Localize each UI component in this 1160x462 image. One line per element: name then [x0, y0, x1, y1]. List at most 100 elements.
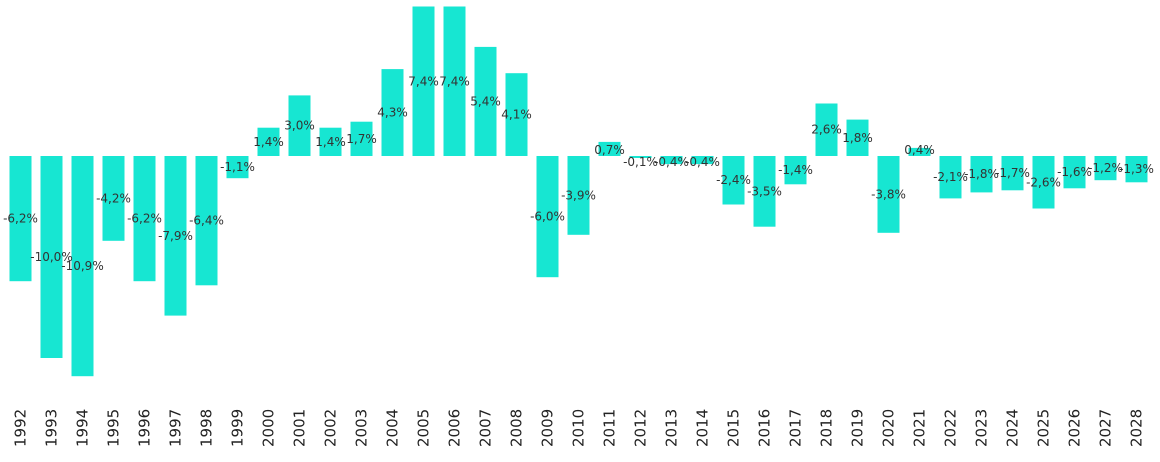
- data-label-2021: 0,4%: [904, 143, 935, 157]
- x-tick-2001: 2001: [291, 409, 309, 447]
- bar-2007: [474, 46, 497, 156]
- bar-1997: [164, 156, 187, 316]
- bar-2004: [381, 69, 404, 156]
- x-tick-2023: 2023: [973, 409, 991, 447]
- data-label-2019: 1,8%: [842, 131, 873, 145]
- x-tick-1999: 1999: [229, 409, 247, 447]
- x-tick-2027: 2027: [1097, 409, 1115, 447]
- data-label-2024: -1,7%: [995, 166, 1030, 180]
- x-tick-2003: 2003: [353, 409, 371, 447]
- x-tick-2011: 2011: [601, 409, 619, 447]
- data-label-1999: -1,1%: [220, 160, 255, 174]
- data-label-1993: -10,0%: [30, 250, 72, 264]
- x-tick-2018: 2018: [818, 409, 836, 447]
- bar-2002: [319, 127, 342, 156]
- bar-2021: [908, 147, 931, 156]
- bar-labels-group: -6,2% -10,0%-10,9% -4,2% -6,2% -7,9%-6,4% -1,…: [3, 74, 1154, 273]
- data-label-2003: 1,7%: [346, 132, 377, 146]
- data-label-2014: -0,4%: [685, 155, 720, 169]
- data-label-1995: -4,2%: [96, 191, 131, 205]
- x-tick-2012: 2012: [632, 409, 650, 447]
- bar-2028: [1125, 156, 1148, 183]
- x-tick-2006: 2006: [446, 409, 464, 447]
- data-label-2020: -3,8%: [871, 187, 906, 201]
- bar-2012: [629, 156, 652, 158]
- x-tick-2002: 2002: [322, 409, 340, 447]
- x-tick-1993: 1993: [43, 409, 61, 447]
- x-tick-2025: 2025: [1035, 409, 1053, 447]
- bar-2011: [598, 141, 621, 156]
- data-label-2004: 4,3%: [377, 106, 408, 120]
- data-label-2012: -0,1%: [623, 155, 658, 169]
- data-label-2027: -1,2%: [1088, 161, 1123, 175]
- data-label-2006: 7,4%: [439, 74, 470, 88]
- bar-2000: [257, 127, 280, 156]
- bar-1995: [102, 156, 125, 241]
- x-tick-2016: 2016: [756, 409, 774, 447]
- bar-1994: [71, 156, 94, 377]
- x-tick-2020: 2020: [880, 409, 898, 447]
- data-label-2026: -1,6%: [1057, 165, 1092, 179]
- bar-2017: [784, 156, 807, 185]
- data-label-2000: 1,4%: [253, 135, 284, 149]
- bar-2026: [1063, 156, 1086, 189]
- bar-2020: [877, 156, 900, 233]
- x-tick-2009: 2009: [539, 409, 557, 447]
- bar-2022: [939, 156, 962, 199]
- data-label-2018: 2,6%: [811, 123, 842, 137]
- x-tick-2004: 2004: [384, 409, 402, 447]
- x-tick-2026: 2026: [1066, 409, 1084, 447]
- x-tick-1998: 1998: [198, 409, 216, 447]
- x-tick-1992: 1992: [12, 409, 30, 447]
- bar-1999: [226, 156, 249, 179]
- data-label-1998: -6,4%: [189, 214, 224, 228]
- x-tick-2005: 2005: [415, 409, 433, 447]
- data-label-1996: -6,2%: [127, 212, 162, 226]
- data-label-2011: 0,7%: [594, 143, 625, 157]
- bar-2013: [660, 156, 683, 165]
- x-tick-2028: 2028: [1128, 409, 1146, 447]
- x-tick-2007: 2007: [477, 409, 495, 447]
- bar-2014: [691, 156, 714, 165]
- data-label-2023: -1,8%: [964, 167, 999, 181]
- data-label-2001: 3,0%: [284, 119, 315, 133]
- bar-2018: [815, 103, 838, 156]
- bar-2015: [722, 156, 745, 205]
- data-label-2015: -2,4%: [716, 173, 751, 187]
- x-tick-2000: 2000: [260, 409, 278, 447]
- bar-2019: [846, 119, 869, 156]
- data-label-2017: -1,4%: [778, 163, 813, 177]
- x-tick-2021: 2021: [911, 409, 929, 447]
- x-tick-1996: 1996: [136, 409, 154, 447]
- x-tick-1995: 1995: [105, 409, 123, 447]
- bar-2001: [288, 95, 311, 156]
- x-tick-2024: 2024: [1004, 409, 1022, 447]
- bar-2024: [1001, 156, 1024, 191]
- data-label-2005: 7,4%: [408, 74, 439, 88]
- data-label-2022: -2,1%: [933, 170, 968, 184]
- bar-2003: [350, 121, 373, 156]
- data-label-2007: 5,4%: [470, 95, 501, 109]
- x-tick-2017: 2017: [787, 409, 805, 447]
- bar-1993: [40, 156, 63, 358]
- x-tick-2014: 2014: [694, 409, 712, 447]
- bar-2008: [505, 73, 528, 156]
- bar-2016: [753, 156, 776, 227]
- x-tick-2022: 2022: [942, 409, 960, 447]
- data-label-2016: -3,5%: [747, 184, 782, 198]
- bar-1996: [133, 156, 156, 282]
- x-axis-tick-labels: 1992 1993 1994 1995 1996 1997 1998 1999 2000 2001…: [12, 409, 1146, 447]
- bar-2023: [970, 156, 993, 193]
- data-label-2002: 1,4%: [315, 135, 346, 149]
- data-label-2025: -2,6%: [1026, 175, 1061, 189]
- bar-1998: [195, 156, 218, 286]
- x-tick-2010: 2010: [570, 409, 588, 447]
- data-label-2013: -0,4%: [654, 155, 689, 169]
- bar-1992: [9, 156, 32, 282]
- bar-2010: [567, 156, 590, 235]
- x-tick-1997: 1997: [167, 409, 185, 447]
- x-tick-1994: 1994: [74, 409, 92, 447]
- x-tick-2015: 2015: [725, 409, 743, 447]
